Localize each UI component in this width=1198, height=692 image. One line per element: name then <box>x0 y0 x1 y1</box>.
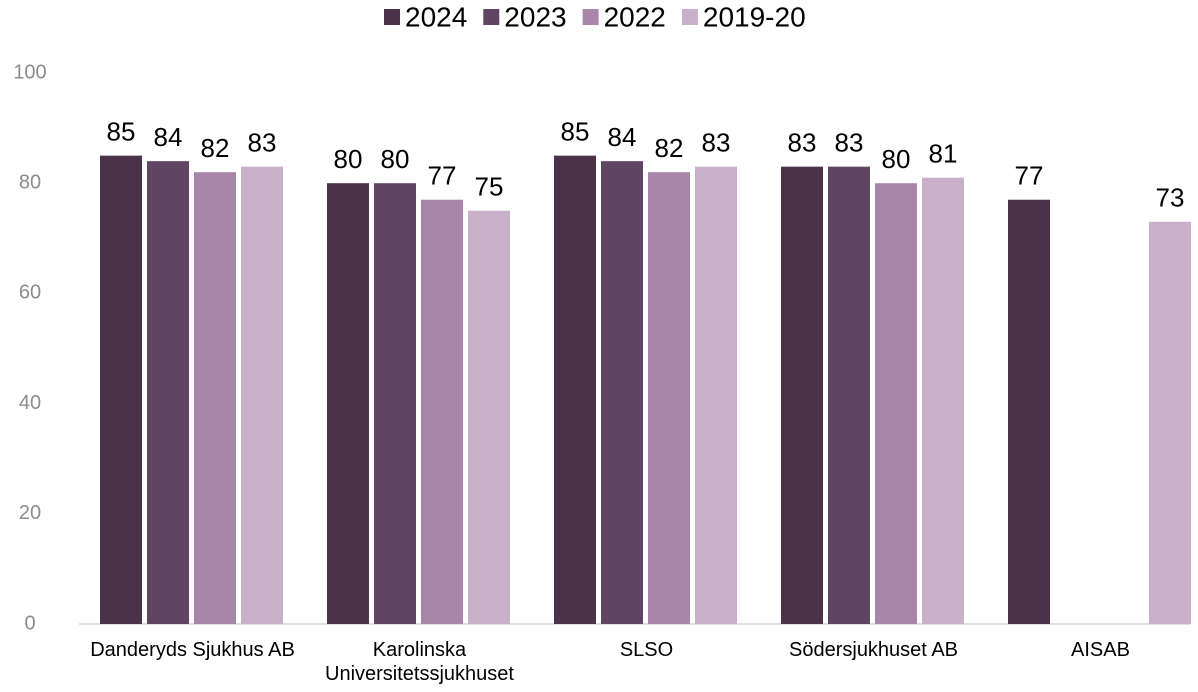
bar <box>781 166 823 625</box>
data-label: 83 <box>788 128 817 158</box>
bar <box>241 166 283 625</box>
data-label: 84 <box>154 122 183 152</box>
bar <box>100 155 142 624</box>
bar <box>828 166 870 625</box>
data-label: 85 <box>561 117 590 147</box>
x-tick-label: SLSO <box>619 639 674 661</box>
bar <box>554 155 596 624</box>
bar <box>147 161 189 624</box>
bar <box>695 166 737 625</box>
data-label: 75 <box>475 172 504 202</box>
legend-label: 2022 <box>604 1 666 32</box>
y-tick-label: 0 <box>24 612 35 634</box>
data-label: 83 <box>702 128 731 158</box>
legend-label: 2024 <box>405 1 467 32</box>
legend-label: 2023 <box>504 1 566 32</box>
legend-swatch <box>681 9 698 25</box>
data-label: 84 <box>608 122 637 152</box>
legend-label: 2019-20 <box>703 1 806 32</box>
bar <box>327 183 369 624</box>
data-label: 83 <box>835 128 864 158</box>
legend-swatch <box>582 9 599 25</box>
data-label: 80 <box>381 144 410 174</box>
x-tick-label: AISAB <box>1071 639 1130 661</box>
y-tick-label: 80 <box>19 171 41 193</box>
data-label: 85 <box>107 117 136 147</box>
data-label: 80 <box>882 144 911 174</box>
y-tick-label: 20 <box>19 502 41 524</box>
bar <box>922 177 964 624</box>
bar <box>1149 221 1191 624</box>
data-label: 83 <box>248 128 277 158</box>
x-tick-label: Karolinska Universitetssjukhuset <box>325 639 514 685</box>
data-label: 77 <box>1015 161 1044 191</box>
data-label: 82 <box>655 133 684 163</box>
bar <box>1008 199 1050 625</box>
legend-swatch <box>483 9 500 25</box>
bar <box>875 183 917 624</box>
bar <box>421 199 463 625</box>
data-label: 80 <box>334 144 363 174</box>
bar <box>468 210 510 624</box>
x-tick-label: Södersjukhuset AB <box>789 639 958 661</box>
data-label: 77 <box>428 161 457 191</box>
y-tick-label: 100 <box>13 61 46 83</box>
bar <box>648 172 690 624</box>
legend-swatch <box>384 9 400 25</box>
data-label: 82 <box>201 133 230 163</box>
y-tick-label: 60 <box>19 282 41 304</box>
bar <box>374 183 416 624</box>
bar <box>194 172 236 624</box>
x-tick-label: Danderyds Sjukhus AB <box>90 639 295 661</box>
data-label: 81 <box>929 139 958 169</box>
bar <box>601 161 643 624</box>
y-tick-label: 40 <box>19 392 41 414</box>
data-label: 73 <box>1156 183 1185 213</box>
